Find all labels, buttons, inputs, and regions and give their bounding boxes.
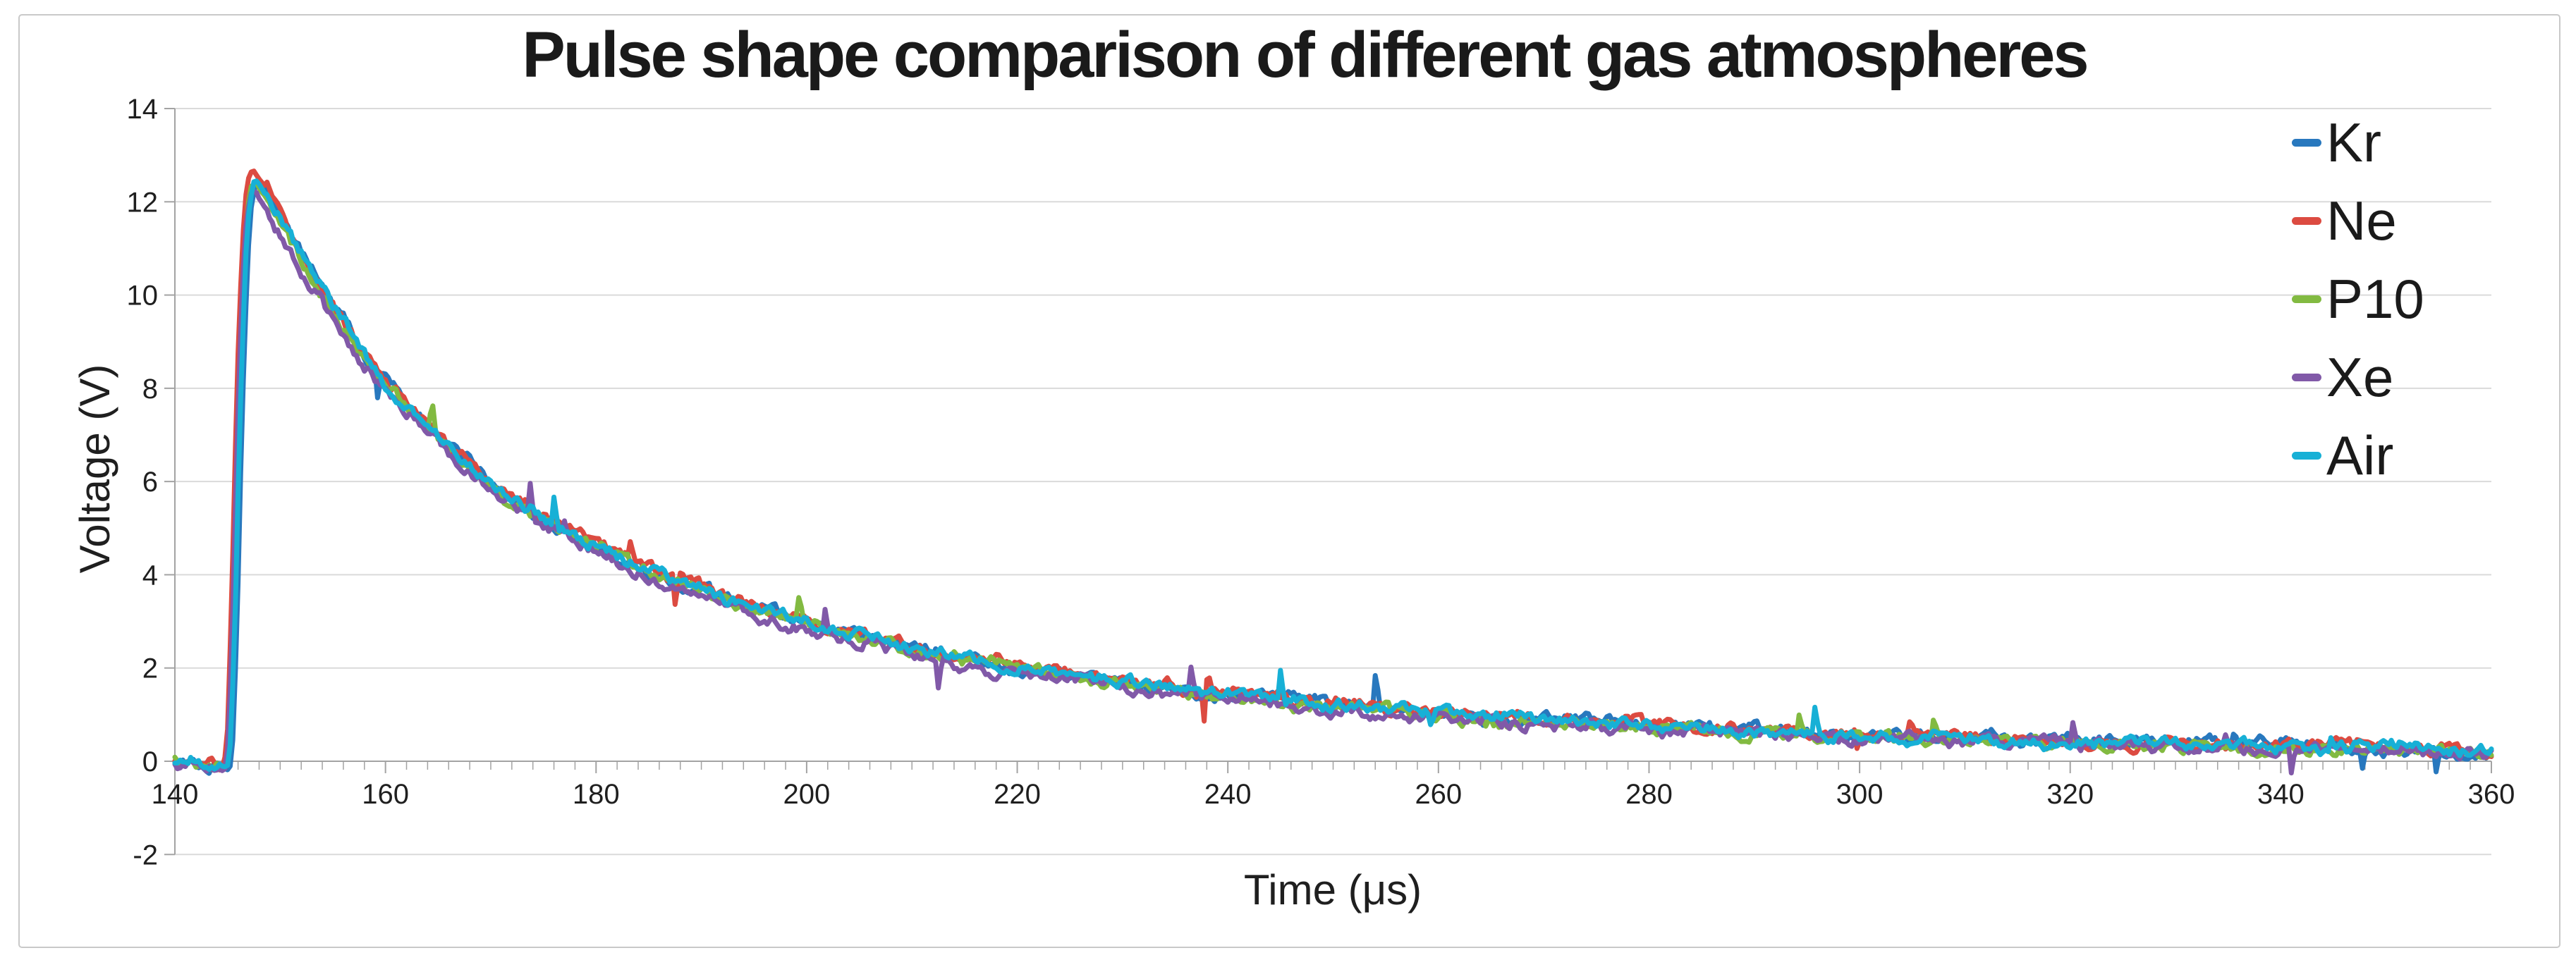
x-tick-label: 280 xyxy=(1625,779,1673,810)
legend: Kr Ne P10 Xe Air xyxy=(2292,111,2424,487)
chart-title: Pulse shape comparison of different gas … xyxy=(522,19,2089,91)
legend-item-air: Air xyxy=(2292,424,2424,487)
legend-dash-icon xyxy=(2292,138,2321,147)
x-tick-label: 220 xyxy=(994,779,1041,810)
y-tick-label: 0 xyxy=(142,746,158,777)
x-tick-label: 260 xyxy=(1415,779,1462,810)
x-tick-label: 240 xyxy=(1204,779,1252,810)
gridlines xyxy=(175,108,2491,856)
legend-dash-icon xyxy=(2292,373,2321,381)
y-tick-label: 2 xyxy=(142,653,158,684)
x-tick-label: 160 xyxy=(362,779,409,810)
x-tick-label: 360 xyxy=(2468,779,2515,810)
legend-label: P10 xyxy=(2326,268,2424,330)
x-tick-label: 300 xyxy=(1836,779,1884,810)
legend-item-kr: Kr xyxy=(2292,111,2424,174)
x-axis-title: Time (μs) xyxy=(1243,866,1422,913)
legend-item-p10: P10 xyxy=(2292,267,2424,331)
y-tick-label: 8 xyxy=(142,374,158,405)
y-tick-label: 6 xyxy=(142,467,158,498)
y-tick-label: 12 xyxy=(127,187,159,218)
x-tick-label: 320 xyxy=(2046,779,2094,810)
y-tick-label: -2 xyxy=(133,839,158,871)
legend-label: Kr xyxy=(2326,111,2381,173)
legend-label: Xe xyxy=(2326,346,2394,408)
legend-label: Ne xyxy=(2326,190,2397,252)
x-tick-label: 180 xyxy=(573,779,620,810)
series-line-ne xyxy=(172,168,2494,773)
legend-item-xe: Xe xyxy=(2292,345,2424,409)
legend-item-ne: Ne xyxy=(2292,189,2424,252)
y-tick-label: 10 xyxy=(127,281,159,312)
x-tick-label: 340 xyxy=(2257,779,2305,810)
legend-label: Air xyxy=(2326,424,2394,486)
x-tick-label: 200 xyxy=(783,779,831,810)
tick-labels: 140 160 180 200 220 240 260 280 300 320 340 360 -2 0 2… xyxy=(127,94,2515,871)
series-line-p10 xyxy=(172,180,2494,773)
y-axis-title: Voltage (V) xyxy=(71,364,118,574)
legend-dash-icon xyxy=(2292,451,2321,460)
series-line-kr xyxy=(172,179,2494,776)
legend-dash-icon xyxy=(2292,295,2321,303)
y-tick-label: 4 xyxy=(142,560,158,591)
legend-dash-icon xyxy=(2292,216,2321,225)
series-lines xyxy=(172,168,2494,776)
x-tick-label: 140 xyxy=(152,779,199,810)
y-tick-label: 14 xyxy=(127,94,159,125)
series-line-air xyxy=(172,178,2494,773)
